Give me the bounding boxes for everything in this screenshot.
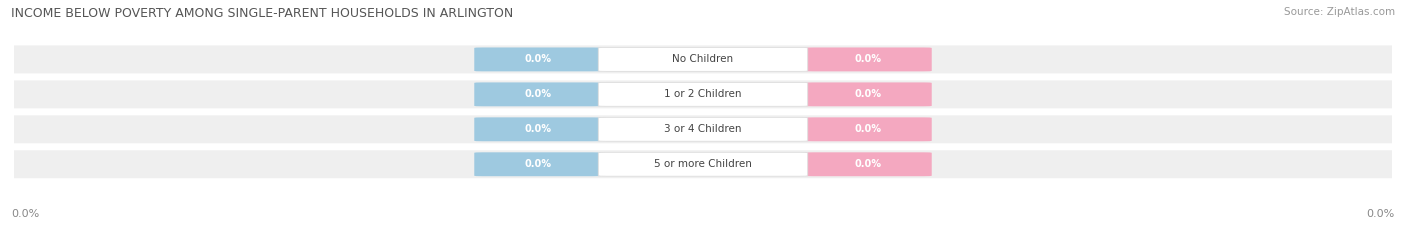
FancyBboxPatch shape — [806, 152, 932, 176]
Text: INCOME BELOW POVERTY AMONG SINGLE-PARENT HOUSEHOLDS IN ARLINGTON: INCOME BELOW POVERTY AMONG SINGLE-PARENT… — [11, 7, 513, 20]
FancyBboxPatch shape — [806, 117, 932, 141]
Text: 3 or 4 Children: 3 or 4 Children — [664, 124, 742, 134]
Text: 0.0%: 0.0% — [524, 55, 551, 64]
FancyBboxPatch shape — [599, 82, 807, 106]
Text: 0.0%: 0.0% — [524, 89, 551, 99]
Text: 1 or 2 Children: 1 or 2 Children — [664, 89, 742, 99]
Text: 5 or more Children: 5 or more Children — [654, 159, 752, 169]
Text: 0.0%: 0.0% — [855, 124, 882, 134]
Legend: Single Father, Single Mother: Single Father, Single Mother — [593, 230, 813, 233]
Text: 0.0%: 0.0% — [11, 209, 39, 219]
FancyBboxPatch shape — [474, 48, 600, 71]
Text: 0.0%: 0.0% — [524, 124, 551, 134]
FancyBboxPatch shape — [474, 152, 600, 176]
FancyBboxPatch shape — [806, 48, 932, 71]
FancyBboxPatch shape — [474, 82, 600, 106]
Text: 0.0%: 0.0% — [855, 55, 882, 64]
FancyBboxPatch shape — [0, 80, 1406, 108]
FancyBboxPatch shape — [599, 48, 807, 71]
Text: 0.0%: 0.0% — [1367, 209, 1395, 219]
FancyBboxPatch shape — [0, 150, 1406, 178]
FancyBboxPatch shape — [599, 117, 807, 141]
FancyBboxPatch shape — [599, 152, 807, 176]
Text: Source: ZipAtlas.com: Source: ZipAtlas.com — [1284, 7, 1395, 17]
Text: No Children: No Children — [672, 55, 734, 64]
Text: 0.0%: 0.0% — [855, 89, 882, 99]
FancyBboxPatch shape — [0, 115, 1406, 143]
Text: 0.0%: 0.0% — [524, 159, 551, 169]
FancyBboxPatch shape — [806, 82, 932, 106]
Text: 0.0%: 0.0% — [855, 159, 882, 169]
FancyBboxPatch shape — [474, 117, 600, 141]
FancyBboxPatch shape — [0, 45, 1406, 73]
